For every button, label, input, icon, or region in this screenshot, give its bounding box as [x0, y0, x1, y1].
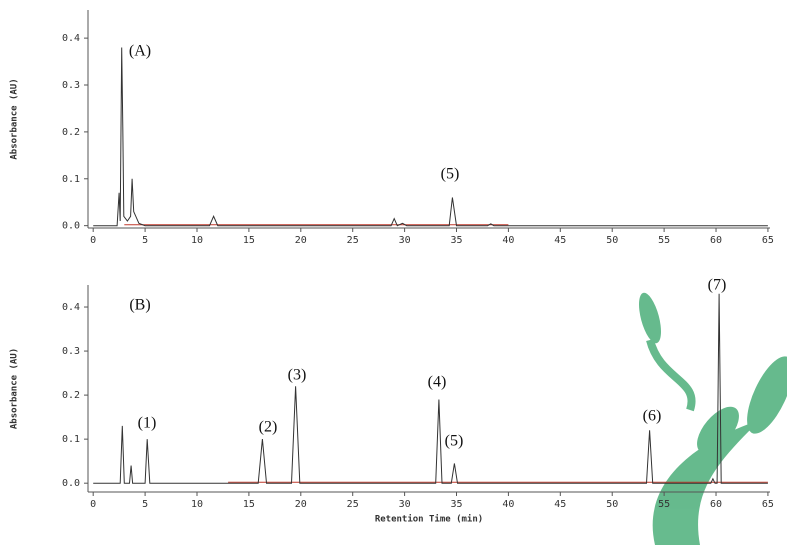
- peak-label: (B): [129, 297, 150, 314]
- peak-label: (1): [138, 415, 157, 432]
- x-tick-label: 60: [710, 499, 722, 510]
- y-tick-label: 0.0: [62, 478, 80, 489]
- x-tick-label: 20: [295, 235, 307, 246]
- peak-label: (7): [708, 277, 727, 294]
- x-tick-label: 45: [554, 235, 566, 246]
- x-tick-label: 55: [658, 235, 670, 246]
- x-tick-label: 40: [502, 499, 514, 510]
- x-tick-label: 15: [243, 499, 255, 510]
- x-tick-label: 65: [762, 499, 774, 510]
- peak-label: (5): [445, 433, 464, 450]
- y-tick-label: 0.4: [62, 302, 80, 313]
- x-tick-label: 35: [450, 235, 462, 246]
- peak-label: (5): [441, 166, 460, 183]
- x-tick-label: 0: [90, 499, 96, 510]
- peak-label: (6): [643, 408, 662, 425]
- y-tick-label: 0.2: [62, 127, 80, 138]
- y-tick-label: 0.3: [62, 80, 80, 91]
- peak-label: (3): [288, 367, 307, 384]
- chromatogram-figure: 051015202530354045505560650.00.10.20.30.…: [0, 0, 787, 545]
- x-tick-label: 60: [710, 235, 722, 246]
- x-tick-label: 20: [295, 499, 307, 510]
- x-tick-label: 50: [606, 499, 618, 510]
- vine: [650, 340, 692, 410]
- x-tick-label: 25: [347, 499, 359, 510]
- y-axis-label: Absorbance (AU): [10, 78, 20, 159]
- x-tick-label: 25: [347, 235, 359, 246]
- x-tick-label: 0: [90, 235, 96, 246]
- y-axis-label: Absorbance (AU): [10, 348, 20, 429]
- x-tick-label: 10: [191, 235, 203, 246]
- x-tick-label: 30: [399, 235, 411, 246]
- y-tick-label: 0.3: [62, 346, 80, 357]
- trace: [93, 48, 768, 226]
- y-tick-label: 0.1: [62, 174, 80, 185]
- peak-label: (4): [428, 374, 447, 391]
- x-tick-label: 55: [658, 499, 670, 510]
- peak-label: (A): [129, 43, 151, 60]
- x-tick-label: 10: [191, 499, 203, 510]
- leaf: [635, 291, 666, 346]
- x-tick-label: 5: [142, 235, 148, 246]
- x-tick-label: 30: [399, 499, 411, 510]
- x-tick-label: 5: [142, 499, 148, 510]
- peak-label: (2): [259, 419, 278, 436]
- y-tick-label: 0.1: [62, 434, 80, 445]
- x-tick-label: 45: [554, 499, 566, 510]
- x-tick-label: 65: [762, 235, 774, 246]
- x-axis-label: Retention Time (min): [375, 514, 483, 525]
- y-tick-label: 0.2: [62, 390, 80, 401]
- y-tick-label: 0.0: [62, 221, 80, 232]
- x-tick-label: 15: [243, 235, 255, 246]
- x-tick-label: 35: [450, 499, 462, 510]
- x-tick-label: 40: [502, 235, 514, 246]
- x-tick-label: 50: [606, 235, 618, 246]
- y-tick-label: 0.4: [62, 33, 80, 44]
